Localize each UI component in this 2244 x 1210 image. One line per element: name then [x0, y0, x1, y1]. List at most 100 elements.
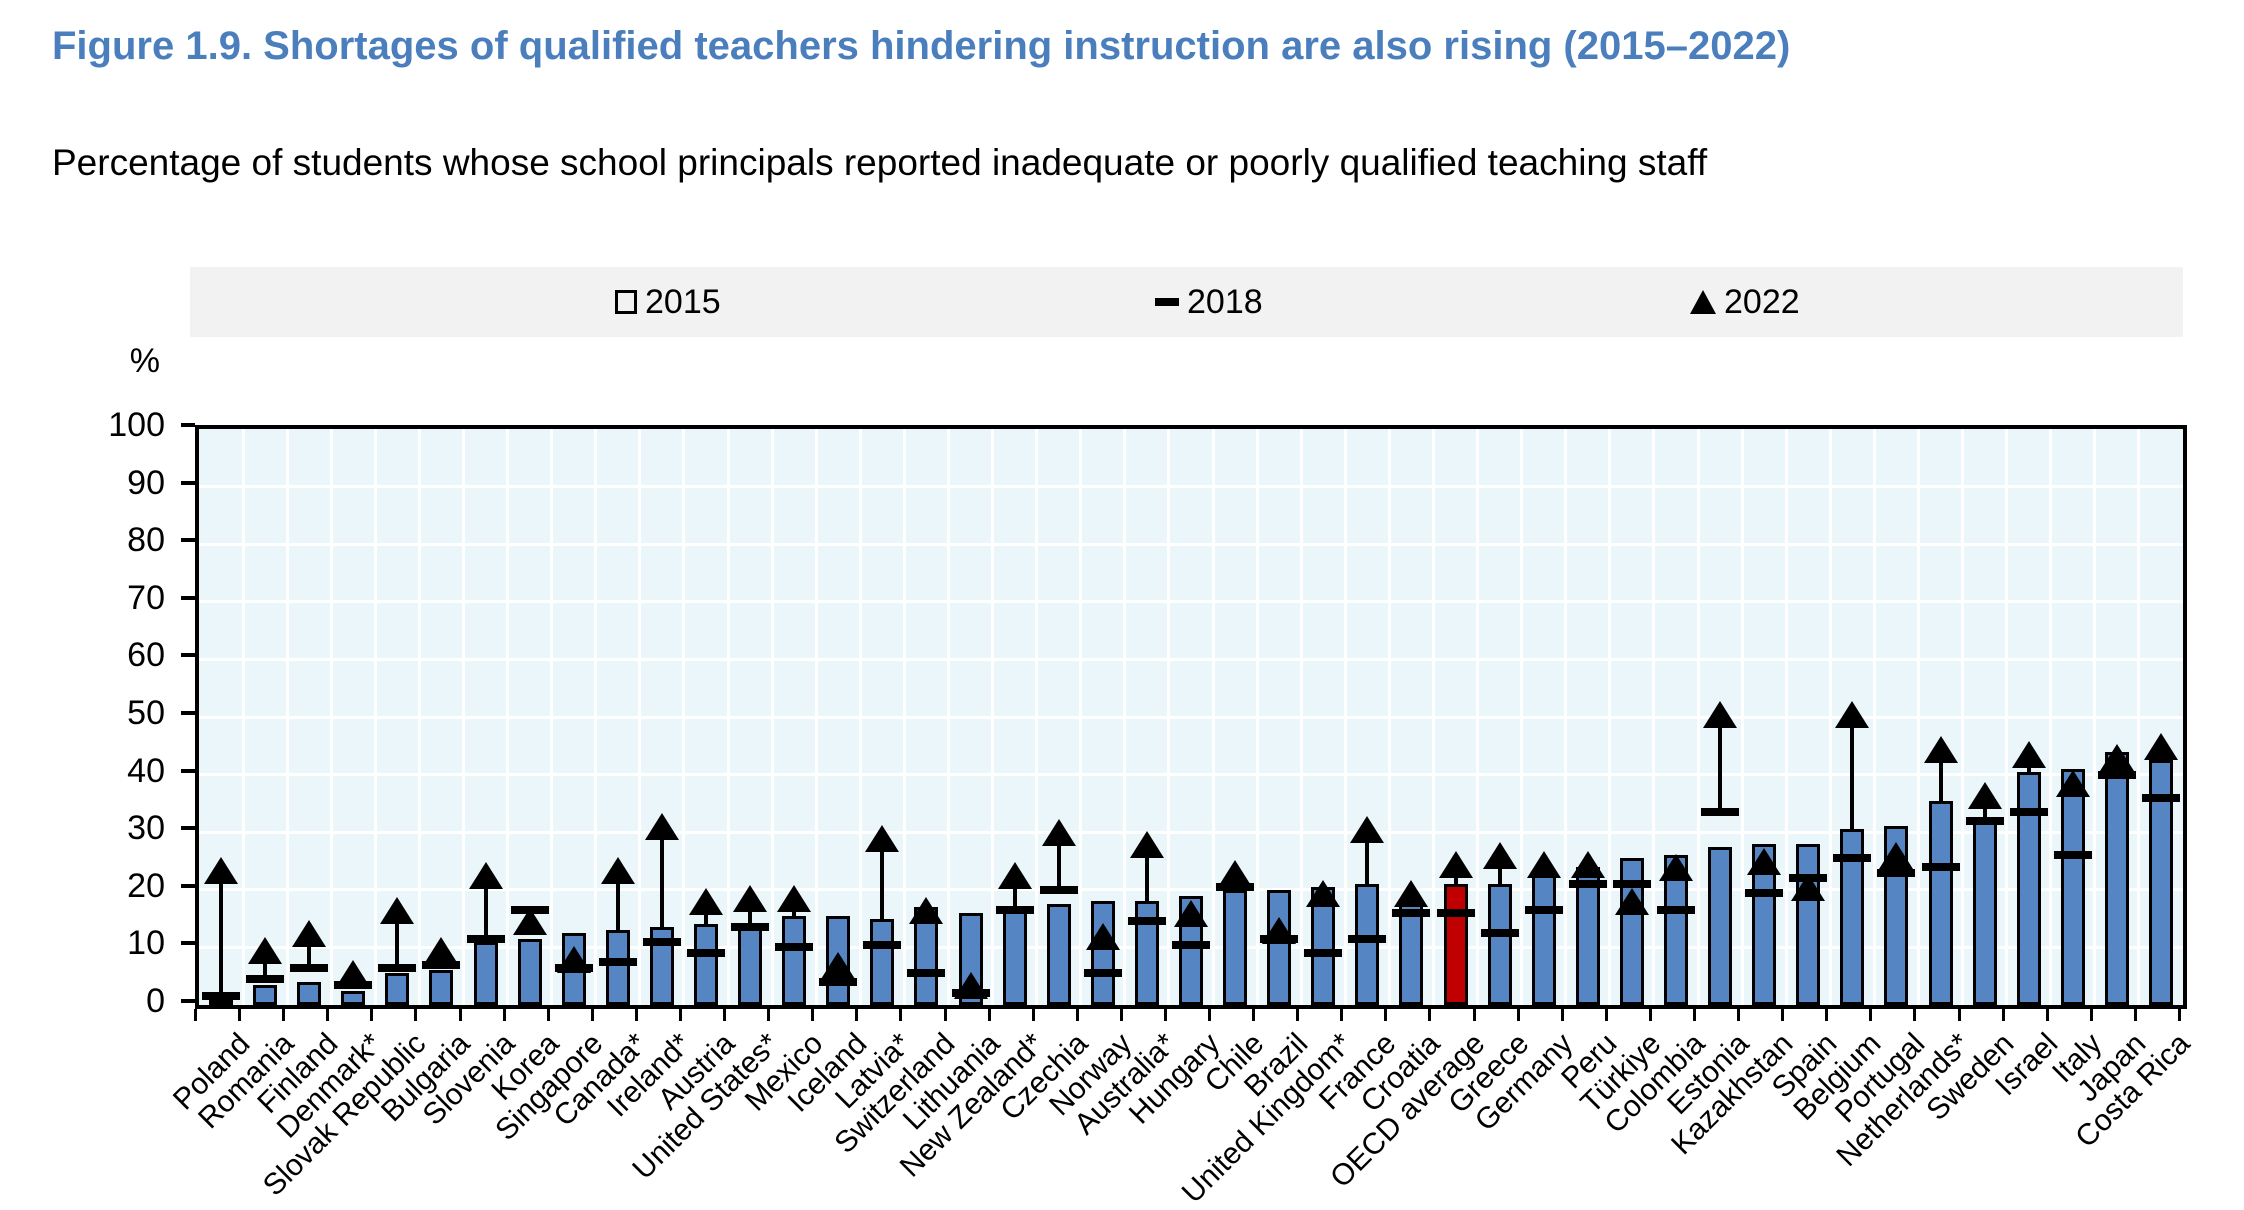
bar-2015: [1972, 817, 1997, 1005]
v-gridline: [1167, 429, 1171, 1005]
y-tick-mark: [181, 941, 195, 946]
triangle-marker-2022: [1394, 879, 1429, 907]
h-gridline: [199, 600, 2183, 604]
x-tick-mark: [2133, 1009, 2137, 1021]
v-gridline: [1608, 429, 1612, 1005]
triangle-marker-2022: [865, 824, 900, 852]
y-tick-label: 30: [127, 809, 165, 848]
x-tick-mark: [1340, 1009, 1344, 1021]
triangle-marker-2022: [953, 971, 988, 999]
legend-label-2018: 2018: [1187, 282, 1263, 321]
v-gridline: [1255, 429, 1259, 1005]
square-2015-icon: [615, 290, 637, 314]
y-tick-mark: [181, 480, 195, 485]
triangle-marker-2022: [1129, 830, 1164, 858]
v-gridline: [1123, 429, 1127, 1005]
dash-marker-2018: [1568, 880, 1607, 889]
x-tick-mark: [282, 1009, 286, 1021]
x-tick-mark: [238, 1009, 242, 1021]
change-connector-line: [263, 950, 268, 980]
x-tick-mark: [1869, 1009, 1873, 1021]
triangle-marker-2022: [1526, 850, 1561, 878]
v-gridline: [550, 429, 554, 1005]
triangle-marker-2022: [2011, 741, 2046, 769]
v-gridline: [858, 429, 862, 1005]
y-axis-unit-label: %: [129, 342, 160, 380]
triangle-marker-2022: [777, 885, 812, 913]
triangle-marker-2022: [821, 951, 856, 979]
v-gridline: [1696, 429, 1700, 1005]
triangle-marker-2022: [689, 888, 724, 916]
bar-2015: [2060, 768, 2085, 1005]
bar-2015: [2104, 751, 2129, 1005]
legend-item-2018: 2018: [1155, 267, 1263, 337]
y-tick-label: 70: [127, 578, 165, 617]
triangle-2022-icon: [1690, 290, 1716, 314]
triangle-marker-2022: [2143, 732, 2178, 760]
y-tick-label: 20: [127, 866, 165, 905]
y-tick-mark: [181, 653, 195, 658]
triangle-marker-2022: [424, 937, 459, 965]
legend: 2015 2018 2022: [190, 267, 2183, 337]
triangle-marker-2022: [512, 908, 547, 936]
x-tick-mark: [1781, 1009, 1785, 1021]
x-tick-mark: [1648, 1009, 1652, 1021]
bar-2015: [1796, 843, 1821, 1005]
dash-marker-2018: [1524, 905, 1563, 914]
bar-2015: [1531, 869, 1556, 1005]
triangle-marker-2022: [1879, 842, 1914, 870]
dash-marker-2018: [1436, 908, 1475, 917]
x-tick-mark: [943, 1009, 947, 1021]
bar-2015: [341, 990, 366, 1005]
dash-marker-2018: [1348, 934, 1387, 943]
legend-item-2022: 2022: [1690, 267, 1800, 337]
v-gridline: [638, 429, 642, 1005]
v-gridline: [1476, 429, 1480, 1005]
bar-2015: [694, 924, 719, 1005]
triangle-marker-2022: [1835, 701, 1870, 729]
bar-2015: [1928, 800, 1953, 1005]
x-tick-mark: [1693, 1009, 1697, 1021]
bar-2015: [1355, 884, 1380, 1005]
change-connector-line: [1144, 843, 1149, 902]
v-gridline: [1035, 429, 1039, 1005]
v-gridline: [1652, 429, 1656, 1005]
y-tick-mark: [181, 711, 195, 715]
triangle-marker-2022: [1218, 859, 1253, 887]
dash-marker-2018: [1877, 868, 1916, 877]
dash-marker-2018: [1392, 908, 1431, 917]
h-gridline: [199, 715, 2183, 719]
triangle-marker-2022: [1614, 888, 1649, 916]
y-tick-mark: [181, 883, 195, 888]
x-tick-mark: [194, 1009, 197, 1021]
change-connector-line: [1497, 855, 1502, 885]
x-tick-mark: [502, 1009, 506, 1021]
dash-marker-2018: [1701, 808, 1740, 817]
triangle-marker-2022: [1791, 873, 1826, 901]
dash-marker-2018: [1127, 917, 1166, 926]
dash-marker-2018: [598, 957, 637, 966]
y-tick-mark: [181, 423, 195, 427]
v-gridline: [947, 429, 950, 1005]
dash-marker-2018: [1965, 816, 2004, 825]
x-tick-mark: [767, 1009, 771, 1021]
triangle-marker-2022: [1747, 848, 1782, 875]
dash-marker-2018: [1833, 854, 1872, 863]
triangle-marker-2022: [556, 945, 591, 973]
change-connector-line: [1718, 714, 1723, 813]
x-tick-mark: [811, 1009, 815, 1021]
x-tick-mark: [1208, 1009, 1212, 1021]
h-gridline: [199, 657, 2183, 661]
bar-2015: [429, 970, 454, 1005]
triangle-marker-2022: [1262, 917, 1297, 945]
bar-2015: [1575, 866, 1600, 1005]
dash-marker-2018: [2097, 770, 2136, 779]
h-gridline: [199, 830, 2183, 834]
triangle-marker-2022: [380, 896, 415, 924]
bar-2015: [1046, 904, 1071, 1005]
v-gridline: [1431, 429, 1435, 1005]
v-gridline: [1387, 429, 1391, 1005]
bar-2015: [517, 938, 542, 1005]
x-tick-mark: [1472, 1009, 1476, 1021]
